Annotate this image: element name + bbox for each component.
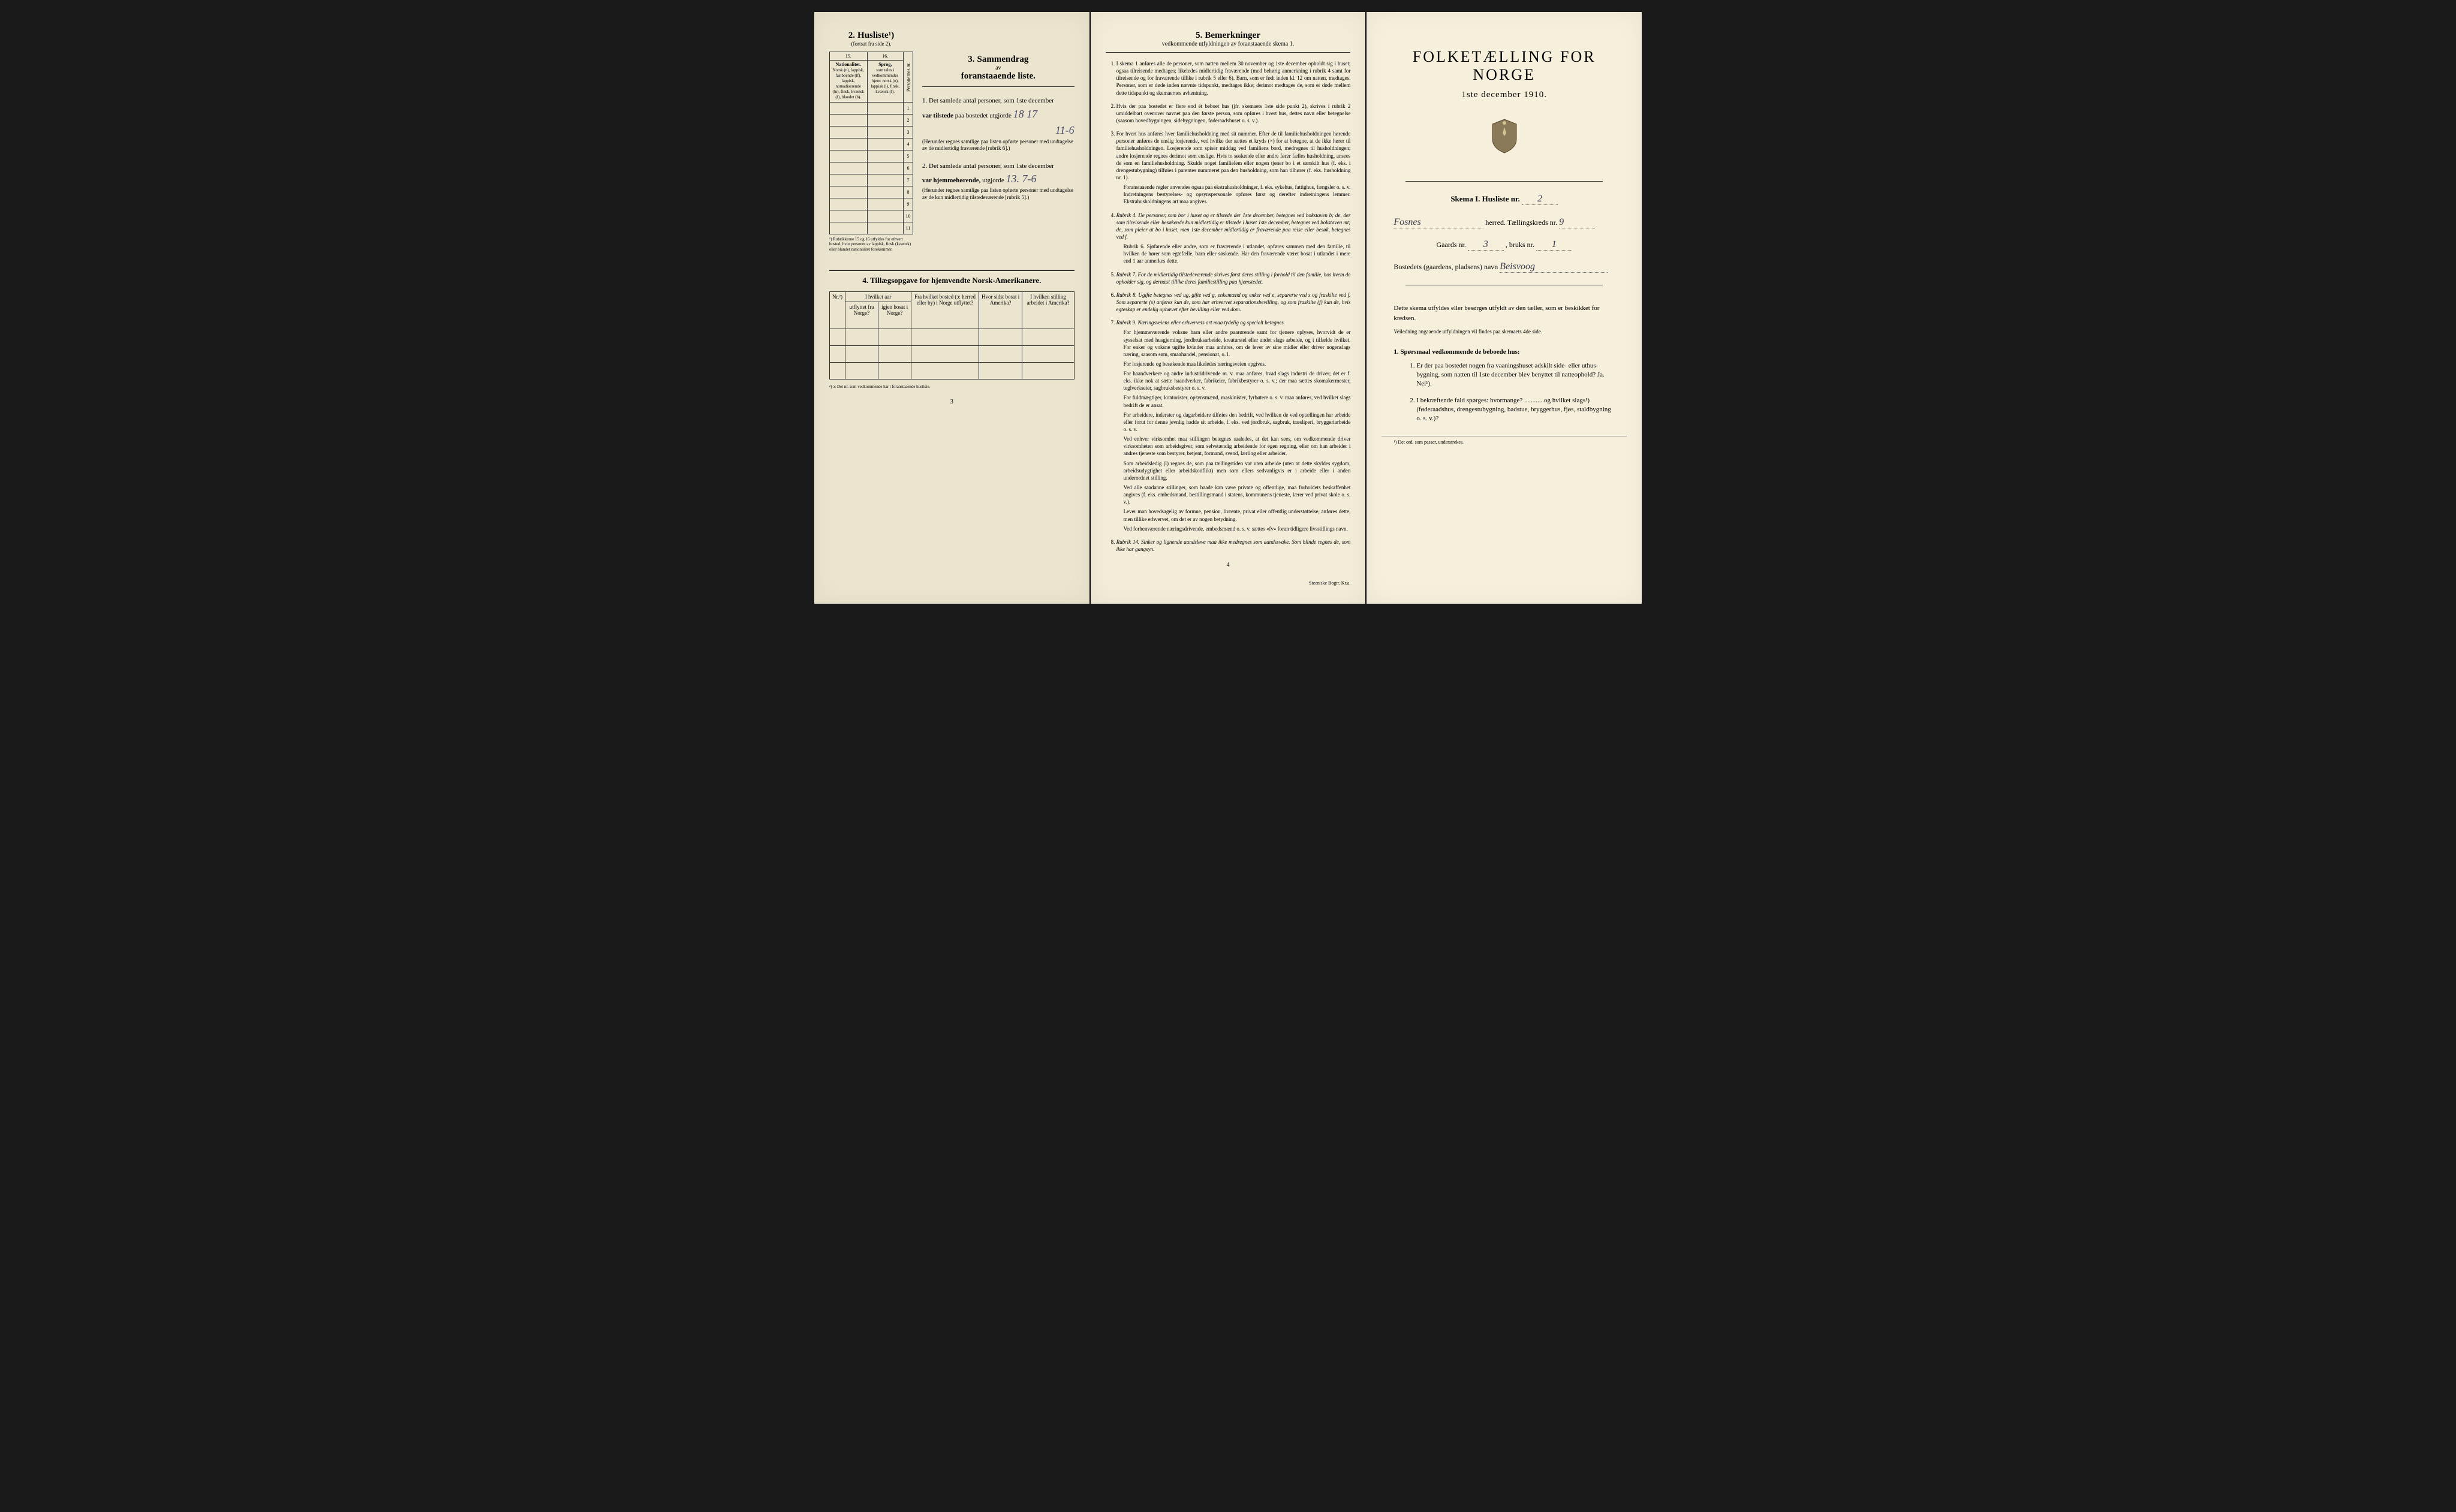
amer-footnote: ²) ɔ: Det nr. som vedkommende har i fora… bbox=[829, 384, 1074, 389]
sammen-sub2: foranstaaende liste. bbox=[922, 71, 1074, 82]
nat-row: 1 bbox=[830, 103, 913, 115]
bemerk-7-para: For fuldmægtiger, kontorister, opsynsmæn… bbox=[1124, 394, 1351, 408]
bemerk-2: Hvis der paa bostedet er flere end ét be… bbox=[1116, 103, 1351, 124]
nat-row: 7 bbox=[830, 174, 913, 186]
nat-row: 4 bbox=[830, 138, 913, 150]
bemerk-7-para: For haandverkere og andre industridriven… bbox=[1124, 370, 1351, 391]
herred-line: Fosnes herred. Tællingskreds nr. 9 bbox=[1382, 217, 1627, 228]
nat-row: 9 bbox=[830, 198, 913, 210]
bemerk-sub: vedkommende utfyldningen av foranstaaend… bbox=[1106, 41, 1351, 47]
bemerk-7: Rubrik 9. Næringsveiens eller erhvervets… bbox=[1116, 319, 1351, 532]
amer-sub-bosat: igjen bosat i Norge? bbox=[878, 302, 911, 329]
bemerk-4: Rubrik 4. De personer, som bor i huset o… bbox=[1116, 212, 1351, 265]
nat-footnote: ¹) Rubrikkerne 15 og 16 utfyldes for eth… bbox=[829, 237, 913, 252]
bemerkninger-list: I skema 1 anføres alle de personer, som … bbox=[1106, 60, 1351, 553]
amerikanere-table: Nr.²) I hvilket aar Fra hvilket bosted (… bbox=[829, 291, 1074, 379]
section-4: 4. Tillægsopgave for hjemvendte Norsk-Am… bbox=[829, 270, 1074, 405]
coat-of-arms-icon bbox=[1489, 118, 1519, 154]
summary-item-2: 2. Det samlede antal personer, som 1ste … bbox=[922, 161, 1074, 201]
nat-row: 11 bbox=[830, 222, 913, 234]
nationality-section: 2. Husliste¹) (fortsat fra side 2). 15.1… bbox=[829, 30, 913, 252]
sammen-title: Sammendrag bbox=[977, 55, 1029, 64]
amer-col-stilling: I hvilken stilling arbeidet i Amerika? bbox=[1022, 292, 1074, 329]
col-15: 15. bbox=[830, 52, 868, 61]
census-date: 1ste december 1910. bbox=[1382, 90, 1627, 100]
summary-item-1: 1. Det samlede antal personer, som 1ste … bbox=[922, 96, 1074, 152]
census-document: 2. Husliste¹) (fortsat fra side 2). 15.1… bbox=[814, 12, 1642, 604]
amer-row bbox=[830, 346, 1074, 363]
husliste-num: 2. bbox=[848, 31, 855, 40]
hjemme-value: 13. 7-6 bbox=[1006, 173, 1037, 185]
sammen-num: 3. bbox=[968, 55, 974, 64]
instructions: Dette skema utfyldes eller besørges utfy… bbox=[1382, 303, 1627, 336]
bemerk-3: For hvert hus anføres hver familiehushol… bbox=[1116, 130, 1351, 205]
page-2: 5. Bemerkninger vedkommende utfyldningen… bbox=[1091, 12, 1366, 604]
amer-col-nr: Nr.²) bbox=[830, 292, 845, 329]
bemerk-7-para: For hjemmeværende voksne barn eller andr… bbox=[1124, 329, 1351, 358]
bemerk-6: Rubrik 8. Ugifte betegnes ved ug, gifte … bbox=[1116, 291, 1351, 313]
amer-col-hvor: Hvor sidst bosat i Amerika? bbox=[979, 292, 1022, 329]
gaard-value: 3 bbox=[1468, 239, 1504, 251]
husliste-sub: (fortsat fra side 2). bbox=[829, 41, 913, 47]
sprog-head: Sprog,som tales i vedkommendes hjem: nor… bbox=[867, 61, 904, 103]
tilstede-value-2: 11-6 bbox=[1055, 124, 1074, 136]
questions-header: 1. Spørsmaal vedkommende de beboede hus: bbox=[1393, 348, 1615, 356]
bemerk-7-para: Ved alle saadanne stillinger, som baade … bbox=[1124, 484, 1351, 505]
nat-row: 8 bbox=[830, 186, 913, 198]
bemerk-title: Bemerkninger bbox=[1205, 31, 1260, 40]
bemerk-1: I skema 1 anføres alle de personer, som … bbox=[1116, 60, 1351, 97]
tilstede-value: 18 17 bbox=[1013, 108, 1038, 120]
amer-col-bosted: Fra hvilket bosted (ɔ: herred eller by) … bbox=[911, 292, 979, 329]
bemerk-7-para: Ved enhver virksomhet maa stillingen bet… bbox=[1124, 435, 1351, 457]
gaard-line: Gaards nr. 3 , bruks nr. 1 bbox=[1382, 239, 1627, 251]
page-3: FOLKETÆLLING FOR NORGE 1ste december 191… bbox=[1367, 12, 1642, 604]
bemerk-7-para: Som arbeidsledig (l) regnes de, som paa … bbox=[1124, 460, 1351, 481]
bosted-line: Bostedets (gaardens, pladsens) navn Beis… bbox=[1382, 261, 1627, 273]
bemerk-7-para: Ved forhenværende næringsdrivende, embed… bbox=[1124, 525, 1351, 532]
printer-credit: Steen'ske Bogtr. Kr.a. bbox=[1106, 580, 1351, 586]
bemerk-7-para: Lever man hovedsagelig av formue, pensio… bbox=[1124, 508, 1351, 522]
kreds-value: 9 bbox=[1559, 217, 1595, 228]
questions-section: 1. Spørsmaal vedkommende de beboede hus:… bbox=[1382, 348, 1627, 424]
amer-row bbox=[830, 363, 1074, 379]
person-nr-col: Personernes nr. bbox=[904, 52, 913, 103]
question-2: I bekræftende fald spørges: hvormange? .… bbox=[1416, 396, 1615, 424]
sammen-sub: av bbox=[922, 65, 1074, 71]
herred-value: Fosnes bbox=[1393, 217, 1483, 228]
nat-row: 6 bbox=[830, 162, 913, 174]
page-1: 2. Husliste¹) (fortsat fra side 2). 15.1… bbox=[814, 12, 1089, 604]
bosted-value: Beisvoog bbox=[1500, 261, 1608, 273]
nat-row: 10 bbox=[830, 210, 913, 222]
nat-head: Nationalitet.Norsk (n), lappisk, fastboe… bbox=[830, 61, 868, 103]
husliste-nr-value: 2 bbox=[1522, 194, 1558, 205]
bemerk-7-para: For losjerende og besøkende maa likelede… bbox=[1124, 360, 1351, 368]
nat-row: 5 bbox=[830, 150, 913, 162]
nat-row: 3 bbox=[830, 126, 913, 138]
skema-line: Skema I. Husliste nr. 2 bbox=[1382, 194, 1627, 205]
bemerk-8: Rubrik 14. Sinker og lignende aandsløve … bbox=[1116, 538, 1351, 553]
husliste-title: Husliste¹) bbox=[857, 31, 894, 40]
nat-row: 2 bbox=[830, 115, 913, 126]
nationality-table: 15.16.Personernes nr. Nationalitet.Norsk… bbox=[829, 52, 913, 234]
col-16: 16. bbox=[867, 52, 904, 61]
amer-row bbox=[830, 329, 1074, 346]
amer-sub-utfl: utflyttet fra Norge? bbox=[845, 302, 878, 329]
bemerk-5: Rubrik 7. For de midlertidig tilstedevær… bbox=[1116, 271, 1351, 285]
bruk-value: 1 bbox=[1536, 239, 1572, 251]
question-1: Er der paa bostedet nogen fra vaaningshu… bbox=[1416, 362, 1615, 389]
page-number-3: 3 bbox=[829, 399, 1074, 405]
bemerk-num: 5. bbox=[1196, 31, 1202, 40]
sammendrag-section: 3. Sammendrag av foranstaaende liste. 1.… bbox=[922, 54, 1074, 252]
amer-col-aar: I hvilket aar bbox=[845, 292, 911, 302]
page-number-4: 4 bbox=[1106, 562, 1351, 568]
footnote-3: ¹) Det ord, som passer, understrekes. bbox=[1382, 436, 1627, 445]
main-title: FOLKETÆLLING FOR NORGE bbox=[1382, 48, 1627, 84]
bemerk-7-para: For arbeidere, inderster og dagarbeidere… bbox=[1124, 411, 1351, 433]
